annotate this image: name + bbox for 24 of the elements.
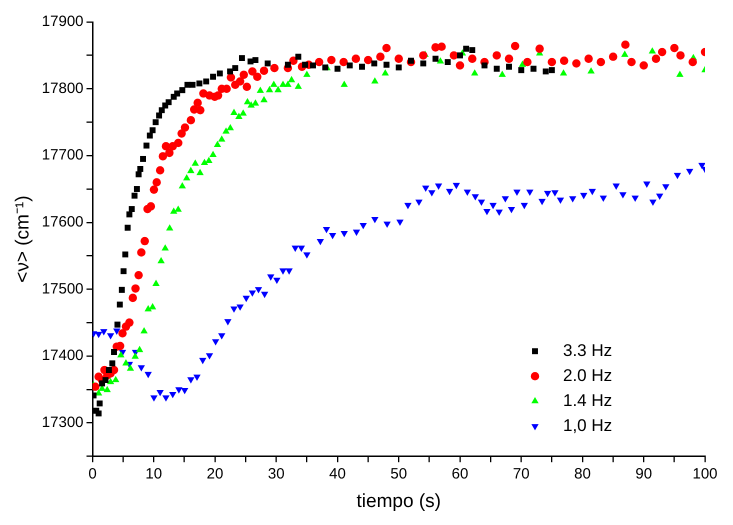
x-tick-label: 90 [635,465,652,482]
x-tick-label: 50 [390,465,408,482]
x-tick-label: 80 [574,465,591,482]
x-tick-label: 0 [88,465,97,482]
x-tick-label: 70 [512,465,530,482]
x-axis-title: tiempo (s) [356,490,441,512]
y-tick-label: 17800 [42,80,84,97]
y-tick-label: 17900 [42,13,84,30]
x-tick-label: 30 [268,465,285,482]
legend-label: 1.4 Hz [563,390,612,410]
y-tick-label: 17400 [42,347,84,364]
x-tick-label: 40 [329,465,346,482]
y-tick-label: 17500 [42,280,84,298]
y-tick-label: 17700 [42,146,84,164]
x-tick-label: 10 [145,465,162,482]
legend-label: 1,0 Hz [563,416,612,435]
x-tick-label: 60 [452,465,468,482]
legend-label: 3.3 Hz [563,340,612,360]
y-tick-label: 17300 [42,414,84,431]
legend-label: 2.0 Hz [563,366,612,385]
x-tick-label: 20 [206,465,224,482]
x-tick-label: 100 [692,465,718,482]
y-tick-label: 17600 [42,214,84,231]
y-axis-title: <ν> (cm⁻¹) [12,195,34,283]
